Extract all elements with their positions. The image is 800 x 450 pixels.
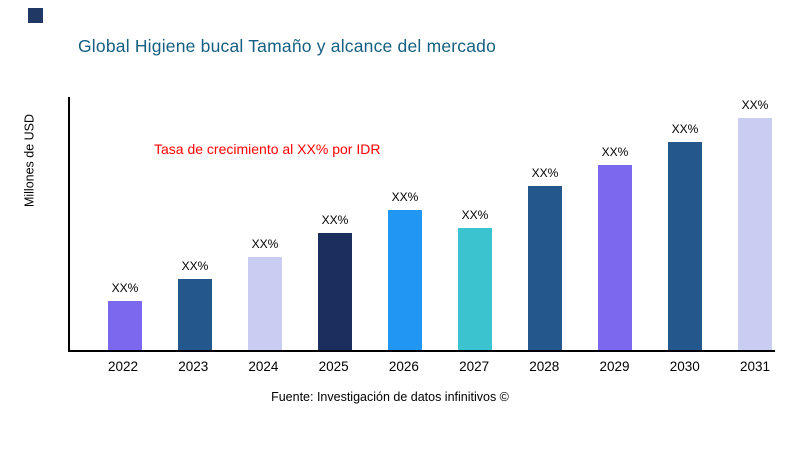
bar-value-label-2031: XX% [741,98,769,112]
bar-2022 [108,301,142,350]
source-text: Fuente: Investigación de datos infinitiv… [271,390,509,404]
x-tick-2030: 2030 [669,359,700,374]
bar-column-2030: XX% [668,122,702,350]
growth-rate-annotation: Tasa de crecimiento al XX% por IDR [154,141,381,157]
bar-value-label-2026: XX% [391,190,419,204]
x-tick-2028: 2028 [529,359,560,374]
y-axis-title: Millones de USD [22,113,37,208]
bar-2031 [738,118,772,350]
x-tick-2024: 2024 [248,359,279,374]
bar-2025 [318,233,352,350]
bar-column-2026: XX% [388,190,422,350]
bar-2024 [248,257,282,350]
bar-column-2031: XX% [738,98,772,350]
bar-column-2022: XX% [108,281,142,350]
bar-2029 [598,165,632,350]
bar-column-2023: XX% [178,259,212,350]
x-tick-2027: 2027 [459,359,490,374]
bar-value-label-2030: XX% [671,122,699,136]
bar-column-2024: XX% [248,237,282,350]
bar-column-2029: XX% [598,145,632,350]
x-tick-2031: 2031 [739,359,770,374]
bars-container: XX% XX% XX% XX% XX% XX% XX% XX% XX% XX% [70,97,775,350]
bar-column-2028: XX% [528,166,562,350]
bar-2027 [458,228,492,350]
x-tick-2023: 2023 [178,359,209,374]
bar-2026 [388,210,422,350]
x-tick-2026: 2026 [388,359,419,374]
bar-2028 [528,186,562,350]
bar-value-label-2027: XX% [461,208,489,222]
bar-value-label-2024: XX% [251,237,279,251]
bar-value-label-2023: XX% [181,259,209,273]
x-axis-labels: 2022 2023 2024 2025 2026 2027 2028 2029 2030 2031 [68,359,775,374]
plot-area: Tasa de crecimiento al XX% por IDR XX% XX… [68,97,775,352]
bar-2023 [178,279,212,350]
bar-value-label-2028: XX% [531,166,559,180]
bar-value-label-2022: XX% [111,281,139,295]
bar-column-2027: XX% [458,208,492,350]
bar-value-label-2025: XX% [321,213,349,227]
x-tick-2025: 2025 [318,359,349,374]
bar-2030 [668,142,702,350]
brand-logo-icon [28,8,43,23]
bar-column-2025: XX% [318,213,352,350]
x-tick-2029: 2029 [599,359,630,374]
chart-title: Global Higiene bucal Tamaño y alcance de… [78,36,497,56]
x-tick-2022: 2022 [107,359,139,374]
bar-value-label-2029: XX% [601,145,629,159]
